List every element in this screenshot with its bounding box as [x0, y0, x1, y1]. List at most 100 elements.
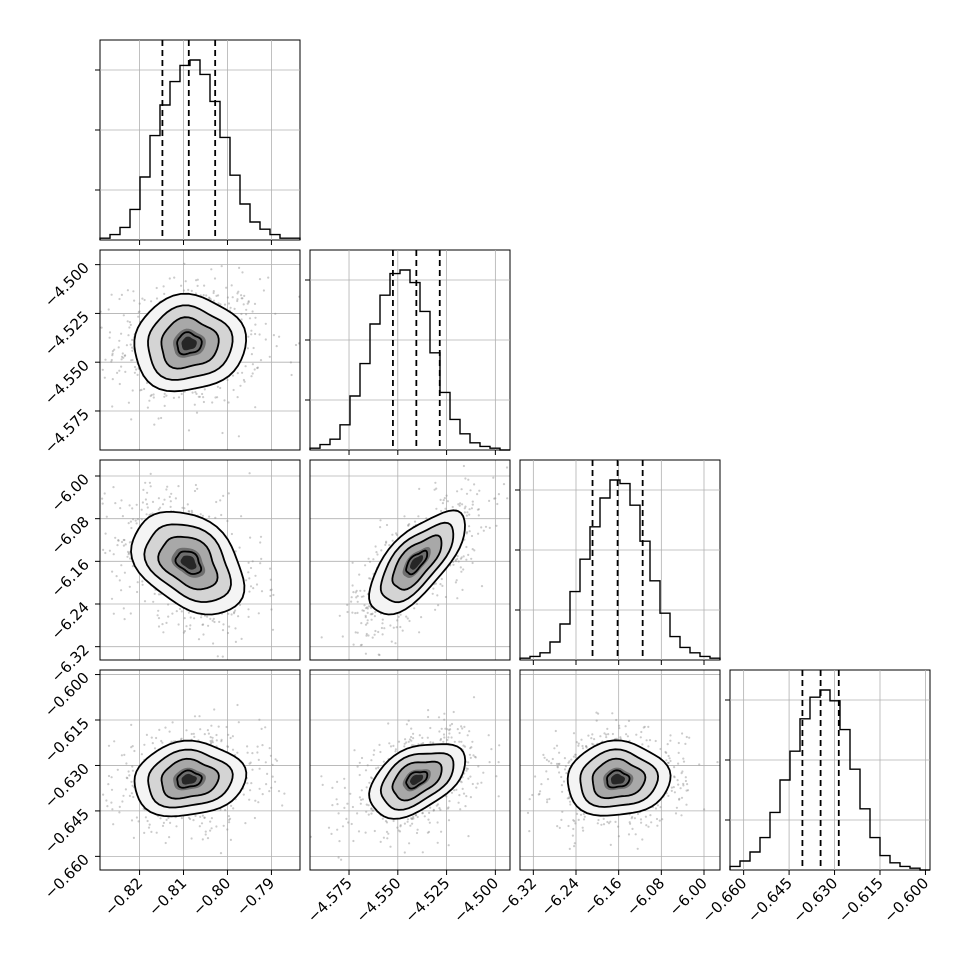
sample-point [350, 822, 353, 826]
sample-point [214, 396, 217, 399]
sample-point [149, 513, 152, 516]
sample-point [379, 519, 382, 522]
sample-point [556, 825, 559, 828]
sample-point [394, 750, 397, 753]
sample-point [459, 566, 462, 569]
sample-point [260, 590, 264, 593]
sample-point [564, 765, 568, 768]
sample-point [236, 292, 239, 295]
sample-point [566, 797, 569, 800]
sample-point [224, 809, 227, 812]
sample-point [452, 560, 455, 564]
sample-point [440, 577, 443, 581]
sample-point [131, 338, 134, 341]
sample-point [364, 614, 367, 617]
sample-point [126, 555, 129, 558]
sample-point [568, 847, 571, 851]
sample-point [345, 817, 348, 821]
sample-point [371, 809, 374, 812]
sample-point [133, 299, 136, 302]
sample-point [465, 531, 469, 534]
histogram-panel-2 [515, 459, 721, 661]
contour-line-3 [405, 770, 429, 790]
sample-point [201, 814, 204, 817]
sample-point [656, 804, 660, 807]
contour-line-1 [379, 752, 455, 811]
sample-point [425, 517, 428, 520]
sample-point [605, 733, 608, 736]
sample-point [237, 721, 240, 724]
sample-point [270, 588, 273, 591]
sample-point [220, 738, 223, 742]
sample-point [407, 719, 410, 722]
sample-point [169, 500, 172, 503]
sample-point [225, 725, 228, 729]
sample-point [261, 744, 264, 747]
sample-point [275, 759, 279, 762]
sample-point [680, 796, 684, 799]
sample-point [133, 365, 137, 369]
sample-point [581, 826, 584, 829]
sample-point [128, 504, 131, 507]
sample-point [470, 507, 473, 510]
sample-point [575, 741, 578, 744]
sample-point [368, 781, 371, 784]
sample-point [118, 339, 121, 342]
sample-point [466, 767, 469, 771]
sample-point [216, 385, 219, 388]
sample-point [444, 507, 447, 510]
sample-point [581, 744, 584, 748]
sample-point [356, 611, 359, 615]
histogram-step-line [519, 479, 721, 660]
x-tick-label: −4.550 [353, 874, 405, 926]
sample-point [338, 614, 341, 617]
sample-point [394, 642, 397, 645]
sample-point [236, 299, 239, 303]
sample-point [271, 775, 274, 778]
sample-point [247, 608, 250, 611]
sample-point [471, 548, 474, 551]
sample-point [111, 350, 114, 353]
sample-point [447, 736, 450, 739]
sample-point [209, 736, 212, 739]
sample-point [264, 761, 267, 764]
sample-point [359, 644, 362, 647]
sample-point [493, 497, 496, 500]
sample-point [116, 544, 119, 547]
sample-point [381, 817, 384, 820]
sample-point [145, 381, 149, 385]
sample-point [361, 798, 364, 801]
sample-point [410, 735, 413, 739]
sample-point [369, 606, 373, 610]
sample-point [183, 262, 186, 265]
sample-point [256, 366, 259, 369]
sample-point [152, 396, 155, 399]
sample-point [122, 794, 125, 797]
sample-point [120, 332, 123, 335]
sample-point [477, 508, 480, 511]
sample-point [435, 507, 438, 510]
sample-point [356, 631, 359, 634]
sample-point [127, 553, 130, 556]
y-tick-label: −0.630 [41, 760, 93, 812]
panel-frame [729, 669, 931, 871]
sample-point [341, 635, 344, 638]
sample-point [396, 619, 399, 622]
sample-point [370, 613, 373, 616]
sample-point [366, 611, 369, 615]
sample-point [199, 513, 202, 516]
sample-point [669, 734, 672, 737]
sample-point [627, 833, 631, 836]
sample-point [137, 315, 140, 318]
sample-point [256, 366, 259, 370]
sample-point [386, 837, 389, 840]
sample-point [213, 277, 217, 280]
sample-point [169, 505, 172, 508]
sample-point [363, 604, 366, 607]
y-tick-label: −4.500 [41, 259, 93, 311]
sample-point [336, 780, 339, 784]
sample-point [226, 519, 229, 523]
sample-point [264, 338, 267, 341]
sample-point [162, 821, 165, 825]
